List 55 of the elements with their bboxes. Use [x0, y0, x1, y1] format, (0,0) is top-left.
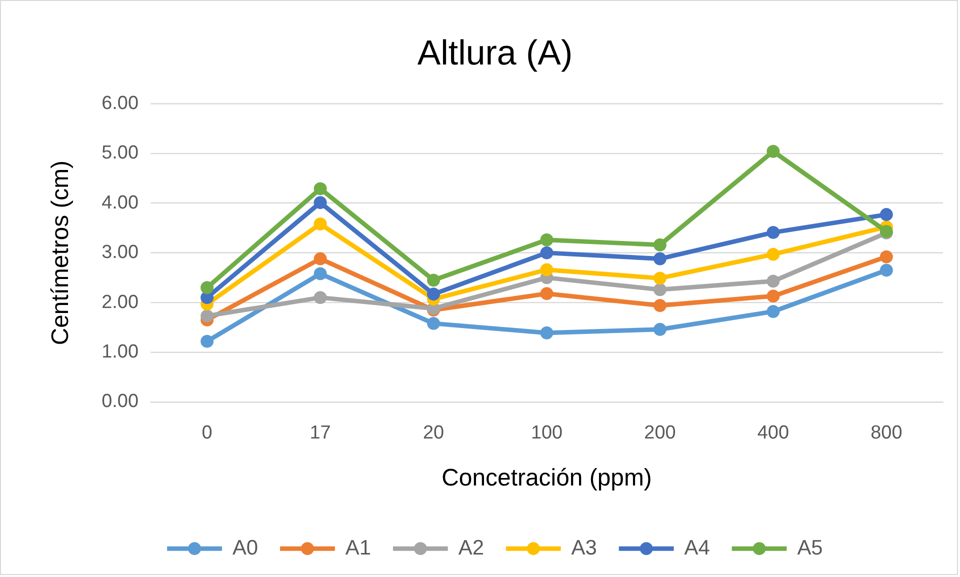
x-tick-label: 800: [870, 422, 902, 444]
point: [314, 218, 327, 230]
legend-label: A1: [345, 536, 372, 560]
x-tick-label: 0: [202, 422, 212, 444]
point: [880, 208, 893, 222]
point: [540, 246, 554, 260]
point: [314, 252, 327, 266]
point: [314, 267, 327, 280]
point: [200, 309, 214, 322]
point: [540, 287, 554, 300]
point: [314, 196, 327, 210]
y-tick-label: 4.00: [102, 192, 138, 214]
legend-label: A4: [684, 536, 710, 560]
point: [540, 263, 554, 276]
point: [653, 272, 666, 285]
legend-label: A5: [797, 536, 823, 560]
point: [653, 299, 666, 312]
y-tick-label: 1.00: [102, 342, 138, 362]
chart-title: Altlura (A): [417, 33, 573, 72]
point: [200, 281, 214, 294]
point: [653, 252, 666, 266]
point: [540, 233, 554, 246]
x-tick-label: 17: [310, 422, 331, 444]
point: [427, 288, 440, 301]
legend-label: A3: [571, 536, 597, 560]
point: [314, 182, 327, 196]
legend-label: A2: [458, 536, 484, 560]
point: [766, 290, 780, 303]
point: [540, 326, 554, 340]
point: [653, 238, 666, 252]
y-axis-title: Centímetros (cm): [46, 160, 74, 346]
point: [880, 250, 893, 264]
x-tick-label: 100: [530, 422, 563, 444]
point: [653, 322, 666, 336]
y-tick-label: 6.00: [102, 92, 138, 114]
point: [766, 226, 780, 239]
x-tick-label: 20: [422, 422, 444, 444]
point: [766, 248, 780, 261]
point: [766, 274, 780, 288]
point: [766, 305, 780, 318]
legend-label: A0: [232, 536, 258, 560]
point: [653, 283, 666, 296]
point: [880, 264, 893, 277]
y-tick-label: 0.00: [102, 391, 138, 412]
y-tick-label: 3.00: [102, 242, 138, 264]
y-tick-label: 2.00: [102, 292, 138, 313]
point: [766, 144, 780, 158]
point: [427, 316, 440, 330]
point: [200, 334, 214, 348]
point: [314, 291, 327, 304]
y-tick-label: 5.00: [102, 142, 138, 164]
point: [427, 274, 440, 287]
x-tick-label: 400: [757, 422, 790, 444]
x-tick-label: 200: [644, 422, 676, 444]
x-axis-title: Concetración (ppm): [442, 464, 652, 492]
